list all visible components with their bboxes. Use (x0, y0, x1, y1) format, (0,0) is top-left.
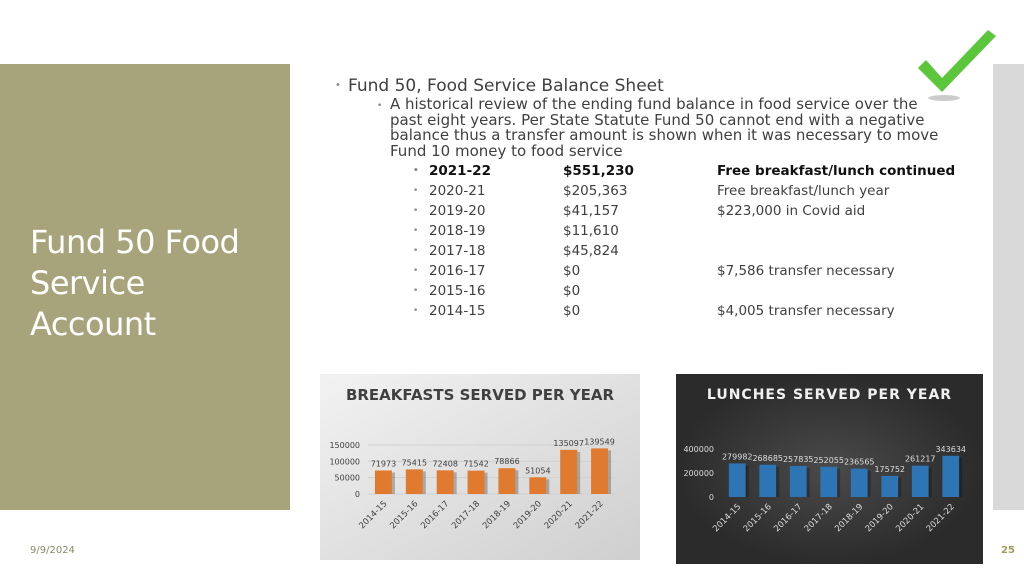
data-label: 252055 (813, 456, 844, 465)
bar-side (898, 477, 902, 497)
heading: Fund 50, Food Service Balance Sheet (335, 76, 664, 96)
bar-side (959, 457, 963, 497)
date: 9/9/2024 (30, 545, 75, 556)
lunch-chart: LUNCHES SERVED PER YEAR 0 200000 400000 2799… (676, 374, 983, 564)
table-cell: $41,157 (563, 203, 619, 219)
bar-side (867, 470, 871, 497)
chart-title: LUNCHES SERVED PER YEAR (707, 387, 952, 403)
y-tick-label: 0 (709, 493, 714, 502)
bar-side (515, 470, 519, 494)
page-number: 25 (1001, 545, 1015, 556)
bar (467, 470, 485, 494)
bar (789, 466, 807, 497)
data-label: 175752 (874, 465, 905, 474)
data-label: 51054 (525, 466, 550, 475)
data-label: 72408 (432, 459, 457, 468)
bar (850, 468, 868, 497)
bar (529, 477, 547, 494)
bar-side (546, 479, 550, 494)
table-cell: $4,005 transfer necessary (717, 303, 895, 319)
y-tick-label: 0 (355, 490, 360, 499)
y-tick-label: 400000 (683, 445, 714, 454)
bar-side (928, 467, 932, 497)
bar (759, 464, 777, 497)
y-tick-label: 150000 (329, 441, 360, 450)
table-cell: $205,363 (563, 183, 628, 199)
table-cell: 2017-18 (429, 243, 486, 259)
slide-title: Fund 50 Food Service Account (30, 223, 240, 343)
bar (405, 469, 423, 494)
table-cell: $223,000 in Covid aid (717, 203, 866, 219)
bar (728, 463, 746, 497)
data-label: 257835 (783, 455, 814, 464)
table-cell: $551,230 (563, 163, 634, 179)
y-tick-label: 100000 (329, 457, 360, 466)
bar-side (837, 468, 841, 497)
bar (498, 468, 516, 494)
table-cell: 2018-19 (429, 223, 486, 239)
breakfast-chart: BREAKFASTS SERVED PER YEAR 0 50000 100000 15… (320, 374, 640, 560)
data-label: 268685 (752, 454, 783, 463)
check-icon (918, 30, 996, 101)
bar-side (391, 472, 395, 494)
table-cell: Free breakfast/lunch continued (717, 163, 956, 179)
bar-side (453, 472, 457, 494)
table-cell: $7,586 transfer necessary (717, 263, 895, 279)
chart-title: BREAKFASTS SERVED PER YEAR (346, 386, 615, 404)
table-cell: 2015-16 (429, 283, 486, 299)
data-label: 261217 (905, 455, 936, 464)
side-bar (993, 64, 1024, 510)
description: A historical review of the ending fund b… (377, 96, 950, 159)
data-label: 236565 (844, 458, 875, 467)
bar (560, 449, 578, 494)
title-panel (0, 64, 290, 510)
table-cell: 2016-17 (429, 263, 486, 279)
data-label: 279982 (722, 452, 753, 461)
y-tick-label: 50000 (335, 474, 360, 483)
table-cell: 2019-20 (429, 203, 486, 219)
bar-side (484, 472, 488, 494)
bar-side (776, 466, 780, 497)
bar (436, 470, 454, 494)
bar (881, 475, 899, 497)
table-cell: 2021-22 (429, 163, 491, 179)
data-label: 78866 (494, 457, 519, 466)
bar-side (745, 465, 749, 497)
table-cell: Free breakfast/lunch year (717, 183, 890, 199)
bar-side (608, 450, 612, 494)
bar-side (806, 468, 810, 497)
table-cell: $0 (563, 303, 581, 319)
data-label: 71542 (463, 460, 488, 469)
table-cell: $11,610 (563, 223, 619, 239)
table-cell: $0 (563, 283, 581, 299)
bar-side (577, 451, 581, 494)
table-cell: $45,824 (563, 243, 619, 259)
bar (911, 465, 929, 497)
y-tick-label: 200000 (683, 469, 714, 478)
data-label: 343634 (935, 445, 966, 454)
table-cell: 2014-15 (429, 303, 486, 319)
bar (591, 448, 609, 494)
table-cell: $0 (563, 263, 581, 279)
data-label: 139549 (584, 437, 615, 446)
bar-side (422, 471, 426, 494)
bar (374, 470, 392, 494)
data-label: 75415 (402, 458, 427, 467)
table-cell: 2020-21 (429, 183, 486, 199)
data-label: 135097 (553, 439, 584, 448)
data-label: 71973 (371, 459, 396, 468)
bar (820, 466, 838, 497)
bar (942, 455, 960, 497)
